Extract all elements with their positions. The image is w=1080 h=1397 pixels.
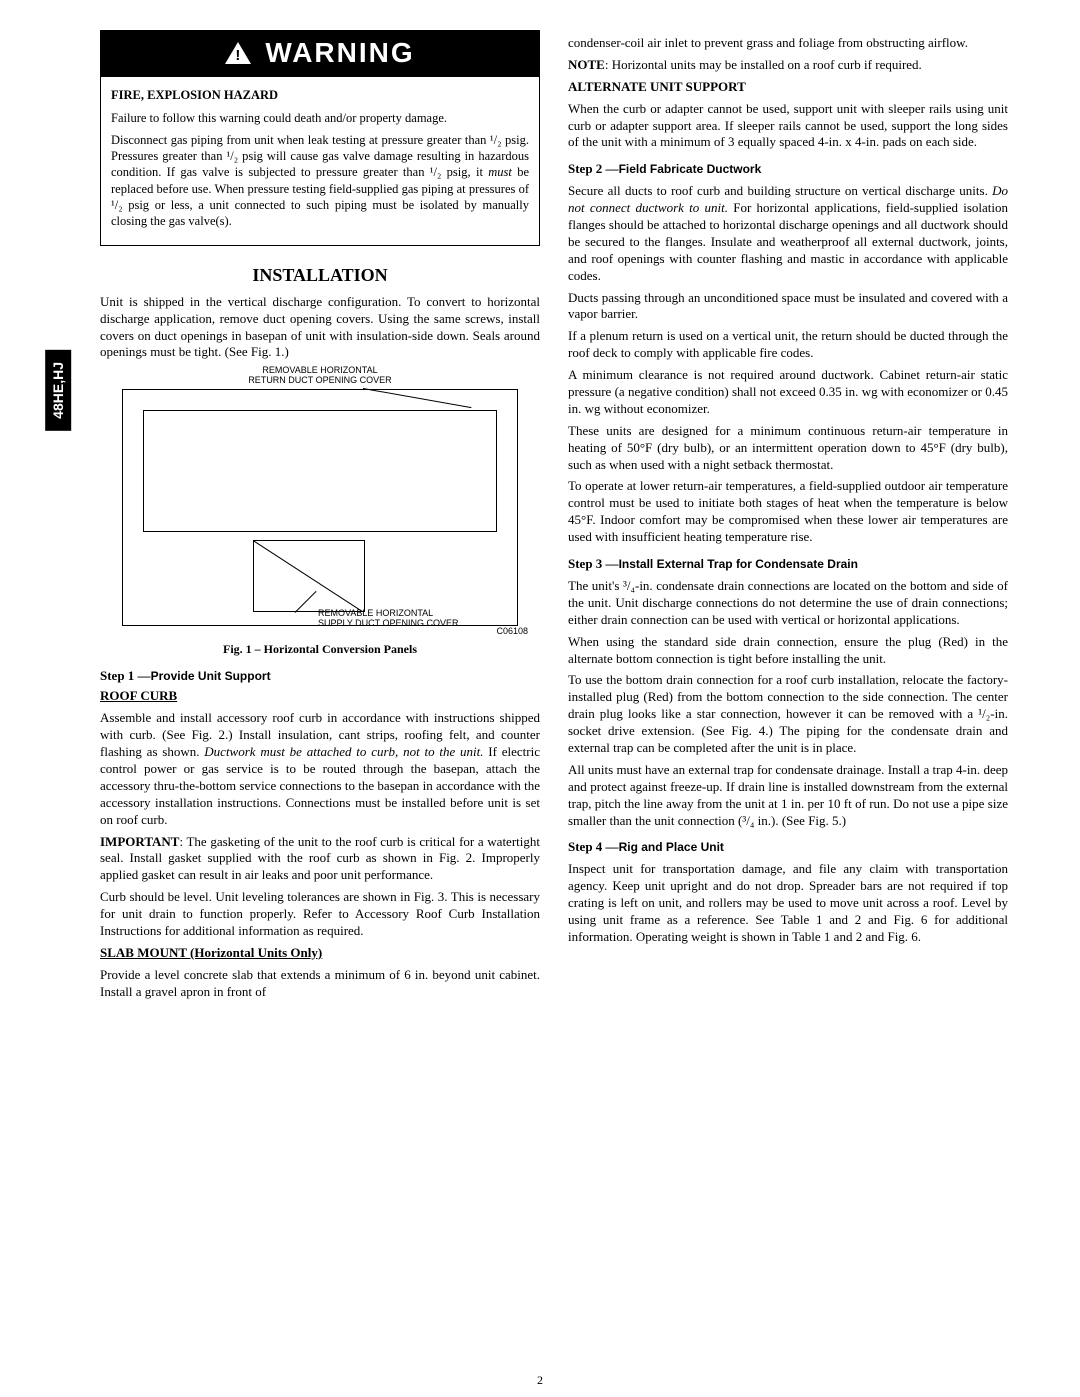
hazard-title: FIRE, EXPLOSION HAZARD <box>111 87 529 103</box>
step4-title: Rig and Place Unit <box>619 840 724 854</box>
right-p2: NOTE: Horizontal units may be installed … <box>568 57 1008 74</box>
right-p2-lead: NOTE <box>568 57 605 72</box>
step2-head: Step 2 —Field Fabricate Ductwork <box>568 161 1008 178</box>
fig1-leader-top <box>363 388 472 408</box>
fig1-bottom-label-text: REMOVABLE HORIZONTAL SUPPLY DUCT OPENING… <box>318 608 459 627</box>
warning-box: WARNING FIRE, EXPLOSION HAZARD Failure t… <box>100 30 540 246</box>
right-p9: To operate at lower return-air temperatu… <box>568 478 1008 546</box>
installation-title: INSTALLATION <box>100 264 540 287</box>
right-p3: When the curb or adapter cannot be used,… <box>568 101 1008 152</box>
right-p10: The unit's ³/₄-in. condensate drain conn… <box>568 578 1008 629</box>
warning-p2-text: Disconnect gas piping from unit when lea… <box>111 133 529 228</box>
right-p12: To use the bottom drain connection for a… <box>568 672 1008 756</box>
warning-p1: Failure to follow this warning could dea… <box>111 110 529 126</box>
step3-label: Step 3 — <box>568 556 619 571</box>
warning-header: WARNING <box>101 31 539 77</box>
step1-p2-lead: IMPORTANT <box>100 834 179 849</box>
step1-head: Step 1 —Provide Unit Support <box>100 668 540 685</box>
fig1-top-label: REMOVABLE HORIZONTAL RETURN DUCT OPENING… <box>100 366 540 385</box>
fig1-caption: Fig. 1 – Horizontal Conversion Panels <box>100 642 540 658</box>
figure-1: REMOVABLE HORIZONTAL RETURN DUCT OPENING… <box>100 366 540 657</box>
roof-curb-head: ROOF CURB <box>100 688 540 705</box>
right-p5: Ducts passing through an unconditioned s… <box>568 290 1008 324</box>
right-p11: When using the standard side drain conne… <box>568 634 1008 668</box>
content-columns: WARNING FIRE, EXPLOSION HAZARD Failure t… <box>100 30 1020 1006</box>
slab-head: SLAB MOUNT (Horizontal Units Only) <box>100 945 540 962</box>
fig1-box: REMOVABLE HORIZONTAL SUPPLY DUCT OPENING… <box>122 389 518 626</box>
fig1-code: C06108 <box>100 626 528 638</box>
right-p2-text: : Horizontal units may be installed on a… <box>605 57 922 72</box>
side-tab: 48HE,HJ <box>45 350 71 431</box>
step1-p4: Provide a level concrete slab that exten… <box>100 967 540 1001</box>
right-p13: All units must have an external trap for… <box>568 762 1008 830</box>
step4-head: Step 4 —Rig and Place Unit <box>568 839 1008 856</box>
right-p8: These units are designed for a minimum c… <box>568 423 1008 474</box>
step1-p2: IMPORTANT: The gasketing of the unit to … <box>100 834 540 885</box>
right-p1: condenser-coil air inlet to prevent gras… <box>568 35 1008 52</box>
fig1-bottom-label: REMOVABLE HORIZONTAL SUPPLY DUCT OPENING… <box>318 609 459 628</box>
warning-p2: Disconnect gas piping from unit when lea… <box>111 132 529 230</box>
page: 48HE,HJ WARNING FIRE, EXPLOSION HAZARD F… <box>0 0 1080 1397</box>
step1-label: Step 1 — <box>100 668 151 683</box>
step1-title: Provide Unit Support <box>151 669 271 683</box>
warning-title: WARNING <box>265 35 414 71</box>
right-column: condenser-coil air inlet to prevent gras… <box>568 30 1008 1006</box>
step1-p1-text: Assemble and install accessory roof curb… <box>100 710 540 826</box>
right-p7: A minimum clearance is not required arou… <box>568 367 1008 418</box>
installation-intro: Unit is shipped in the vertical discharg… <box>100 294 540 362</box>
step3-title: Install External Trap for Condensate Dra… <box>619 557 858 571</box>
step2-label: Step 2 — <box>568 161 619 176</box>
fig1-top-label-text: REMOVABLE HORIZONTAL RETURN DUCT OPENING… <box>248 365 391 384</box>
left-column: WARNING FIRE, EXPLOSION HAZARD Failure t… <box>100 30 540 1006</box>
right-p4-text: Secure all ducts to roof curb and buildi… <box>568 183 1008 282</box>
right-p4: Secure all ducts to roof curb and buildi… <box>568 183 1008 284</box>
fig1-inner-rect <box>143 410 497 532</box>
step1-p3: Curb should be level. Unit leveling tole… <box>100 889 540 940</box>
step2-title: Field Fabricate Ductwork <box>619 162 762 176</box>
alt-support-head: ALTERNATE UNIT SUPPORT <box>568 79 1008 96</box>
right-p6: If a plenum return is used on a vertical… <box>568 328 1008 362</box>
step3-head: Step 3 —Install External Trap for Conden… <box>568 556 1008 573</box>
warning-body: FIRE, EXPLOSION HAZARD Failure to follow… <box>101 77 539 245</box>
step4-label: Step 4 — <box>568 839 619 854</box>
step1-p1: Assemble and install accessory roof curb… <box>100 710 540 828</box>
warning-icon <box>225 42 251 64</box>
right-p14: Inspect unit for transportation damage, … <box>568 861 1008 945</box>
page-number: 2 <box>0 1373 1080 1389</box>
